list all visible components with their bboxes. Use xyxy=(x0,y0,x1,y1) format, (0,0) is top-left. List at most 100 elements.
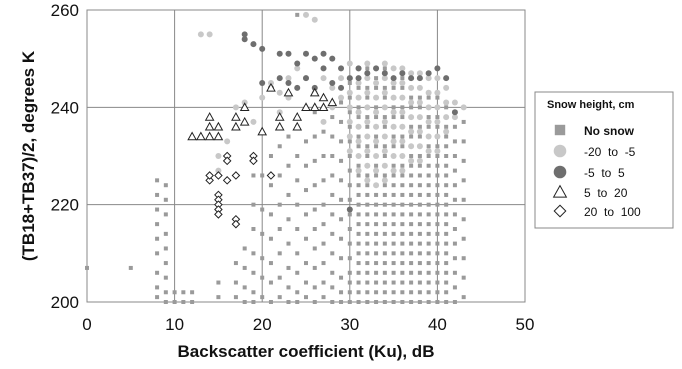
data-point-square xyxy=(435,115,440,120)
data-point-square xyxy=(312,227,317,231)
y-tick-label: 200 xyxy=(51,293,79,312)
data-point-square xyxy=(409,124,414,129)
data-point-triangle xyxy=(301,102,311,112)
x-tick-label: 50 xyxy=(516,315,535,334)
data-point-square xyxy=(339,139,344,144)
data-point-square xyxy=(426,231,431,236)
data-point-triangle xyxy=(318,102,329,112)
data-points xyxy=(85,11,467,304)
data-point-circle xyxy=(381,89,388,96)
data-point-square xyxy=(268,212,273,217)
data-point-square xyxy=(268,236,273,241)
data-point-square xyxy=(444,270,449,275)
data-point-square xyxy=(268,300,273,304)
data-point-square xyxy=(374,261,379,266)
data-point-square xyxy=(435,251,440,256)
data-point-square xyxy=(409,222,414,227)
data-point-square xyxy=(339,256,344,261)
data-point-square xyxy=(426,270,431,275)
data-point-circle xyxy=(408,75,415,82)
data-point-circle xyxy=(364,148,371,155)
data-point-square xyxy=(409,241,414,246)
data-point-square xyxy=(347,154,352,158)
data-point-square xyxy=(444,222,449,227)
data-point-diamond xyxy=(222,176,232,185)
data-point-circle xyxy=(320,118,327,125)
data-point-square xyxy=(391,261,396,266)
data-point-circle xyxy=(399,65,406,72)
data-point-square xyxy=(391,300,396,304)
data-point-square xyxy=(417,222,422,227)
data-point-square xyxy=(242,300,247,304)
data-point-square xyxy=(417,183,422,188)
legend-marker-square xyxy=(554,124,566,136)
data-point-square xyxy=(304,139,308,144)
data-point-circle xyxy=(311,55,318,62)
data-point-circle xyxy=(416,128,423,135)
data-point-square xyxy=(409,95,414,100)
data-point-circle xyxy=(425,148,432,155)
data-point-square xyxy=(365,124,370,129)
data-point-square xyxy=(461,139,466,144)
data-point-square xyxy=(391,241,396,246)
data-point-circle xyxy=(285,80,292,86)
data-point-circle xyxy=(416,114,423,121)
data-point-square xyxy=(312,207,317,212)
data-point-circle xyxy=(399,123,406,130)
data-point-square xyxy=(435,183,440,188)
data-point-circle xyxy=(451,99,458,106)
data-point-circle xyxy=(408,114,415,121)
data-point-square xyxy=(330,251,335,256)
data-point-square xyxy=(295,154,300,158)
data-point-circle xyxy=(320,65,327,72)
data-point-square xyxy=(190,290,195,295)
data-point-square xyxy=(339,300,344,304)
data-point-triangle xyxy=(239,102,250,112)
data-point-square xyxy=(304,212,308,217)
data-point-square xyxy=(163,246,168,251)
data-point-circle xyxy=(390,123,397,130)
legend-label: -20 to -5 xyxy=(584,145,636,159)
data-point-square xyxy=(356,183,361,188)
x-tick-label: 20 xyxy=(253,315,272,334)
data-point-square xyxy=(374,231,379,236)
data-point-circle xyxy=(399,70,406,77)
data-point-square xyxy=(444,300,449,304)
data-point-square xyxy=(260,295,265,300)
data-point-circle xyxy=(197,31,204,38)
data-point-square xyxy=(409,134,414,139)
data-point-square xyxy=(426,280,431,285)
data-point-square xyxy=(163,183,168,188)
data-point-square xyxy=(163,197,168,202)
data-point-square xyxy=(400,76,405,81)
data-point-circle xyxy=(434,118,441,125)
data-point-diamond xyxy=(231,171,241,180)
data-point-square xyxy=(382,241,387,246)
data-point-circle xyxy=(381,75,388,82)
data-point-square xyxy=(382,85,387,90)
data-point-square xyxy=(365,192,370,197)
data-point-square xyxy=(172,290,177,295)
legend: Snow height, cm No snow -20 to -5 -5 to 5 5… xyxy=(534,91,674,229)
data-point-circle xyxy=(408,99,415,106)
data-point-square xyxy=(417,124,422,129)
data-point-circle xyxy=(381,118,388,125)
data-point-square xyxy=(321,222,326,227)
data-point-circle xyxy=(303,11,309,18)
data-point-circle xyxy=(434,133,441,140)
data-point-square xyxy=(461,256,466,261)
data-point-square xyxy=(382,270,387,275)
data-point-square xyxy=(356,192,361,197)
data-point-circle xyxy=(381,177,388,184)
series-1 xyxy=(197,11,467,189)
data-point-square xyxy=(356,270,361,275)
data-point-square xyxy=(435,300,440,304)
data-point-square xyxy=(216,280,221,285)
data-point-circle xyxy=(364,89,371,96)
data-point-square xyxy=(452,300,457,304)
data-point-square xyxy=(304,188,308,193)
data-point-square xyxy=(391,105,396,110)
data-point-square xyxy=(321,202,326,207)
data-point-square xyxy=(391,270,396,275)
